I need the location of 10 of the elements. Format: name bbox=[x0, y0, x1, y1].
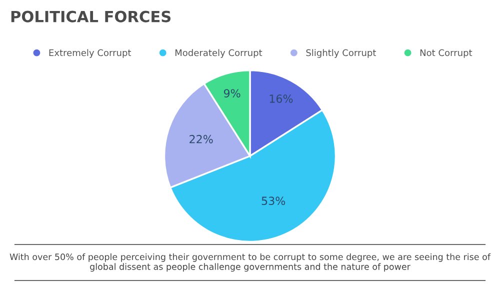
chart-title: POLITICAL FORCES bbox=[11, 10, 171, 22]
data-label: 16% bbox=[270, 94, 293, 103]
data-label: 53% bbox=[262, 196, 286, 206]
legend-label: Extremely Corrupt bbox=[49, 49, 132, 58]
legend-label: Slightly Corrupt bbox=[306, 49, 376, 58]
data-label: 9% bbox=[224, 89, 240, 98]
legend-label: Moderately Corrupt bbox=[175, 49, 262, 58]
legend-label: Not Corrupt bbox=[420, 49, 472, 58]
data-label: 22% bbox=[190, 134, 213, 144]
text: With over 50% of people perceiving their government to be corrupt to some degree, we are seeing the rise of global dissent as people challenge governments and the nature of power bbox=[10, 253, 491, 272]
